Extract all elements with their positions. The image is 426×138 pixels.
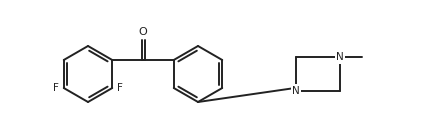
Text: F: F (117, 83, 123, 93)
Text: F: F (53, 83, 59, 93)
Text: N: N (336, 52, 344, 62)
Text: N: N (292, 86, 300, 96)
Text: O: O (138, 27, 147, 37)
